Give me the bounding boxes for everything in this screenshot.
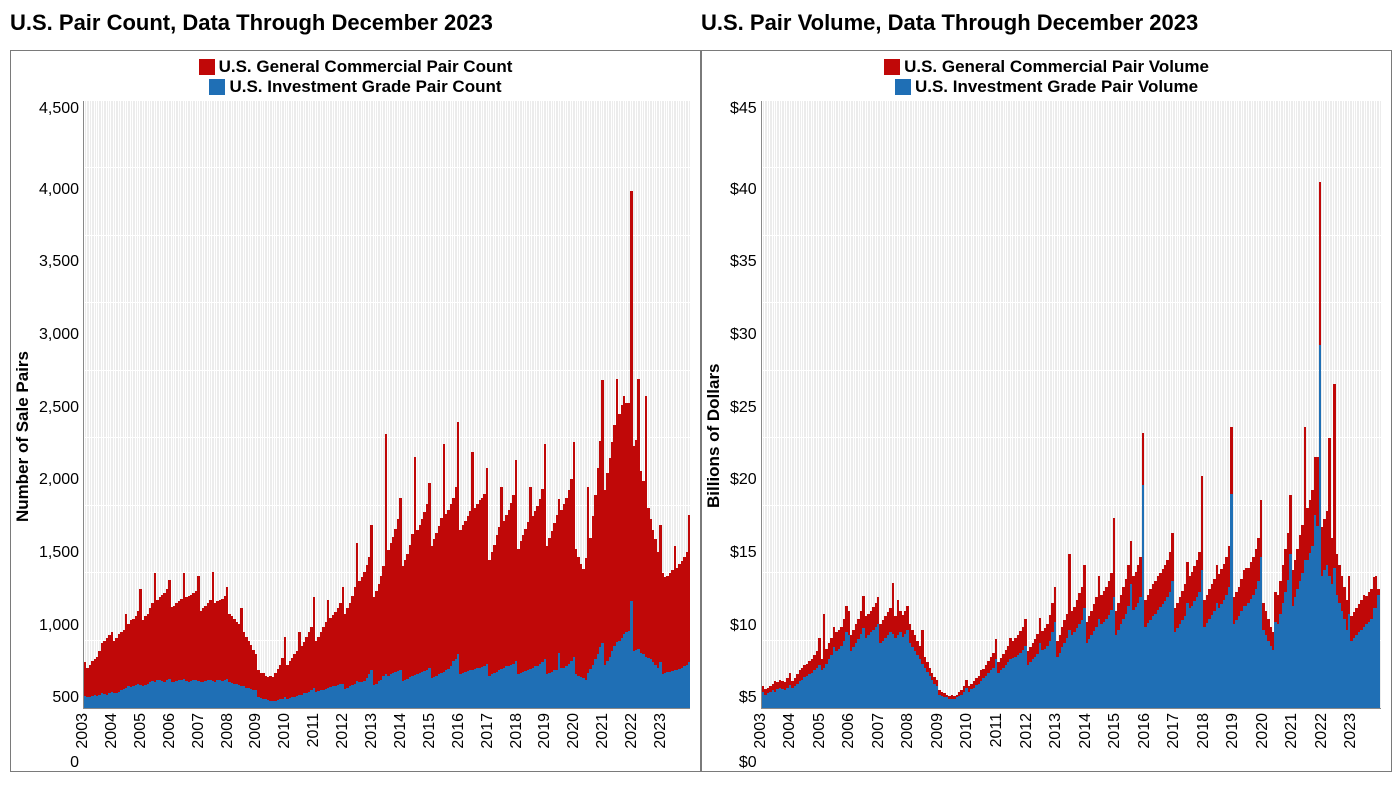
y-tick-label: $35: [730, 254, 757, 270]
x-tick-label: 2012: [334, 713, 352, 749]
y-tick-label: $15: [730, 545, 757, 561]
y-tick-label: 4,500: [39, 101, 79, 117]
y-tick-label: 2,500: [39, 400, 79, 416]
bar-segment-blue: [688, 662, 690, 708]
x-tick-label: 2017: [479, 713, 497, 749]
x-tick-label: 2023: [1342, 713, 1360, 749]
legend-label: U.S. Investment Grade Pair Volume: [915, 77, 1198, 97]
bar: [688, 101, 690, 708]
x-tick-label: 2010: [958, 713, 976, 749]
count-chart-title: U.S. Pair Count, Data Through December 2…: [10, 10, 699, 36]
x-tick-label: 2004: [103, 713, 121, 749]
legend-swatch: [895, 79, 911, 95]
x-tick-label: 2004: [781, 713, 799, 749]
volume-plot-area: [761, 101, 1381, 709]
x-tick-label: 2022: [623, 713, 641, 749]
x-tick-label: 2005: [811, 713, 829, 749]
y-tick-label: 3,500: [39, 254, 79, 270]
x-tick-label: 2022: [1313, 713, 1331, 749]
y-tick-label: 1,000: [39, 618, 79, 634]
y-tick-label: $0: [739, 755, 757, 771]
x-tick-label: 2021: [594, 713, 612, 749]
y-tick-label: $45: [730, 101, 757, 117]
y-tick-label: 4,000: [39, 182, 79, 198]
x-tick-label: 2018: [1195, 713, 1213, 749]
x-tick-label: 2013: [1047, 713, 1065, 749]
volume-y-axis-label: Billions of Dollars: [702, 101, 726, 771]
charts-row: U.S. Pair Count, Data Through December 2…: [10, 10, 1390, 772]
bar: [1377, 101, 1379, 708]
x-tick-label: 2012: [1018, 713, 1036, 749]
bar-segment-blue: [1377, 595, 1379, 708]
legend-label: U.S. General Commercial Pair Volume: [904, 57, 1209, 77]
count-plot-area: [83, 101, 690, 709]
x-tick-label: 2006: [840, 713, 858, 749]
bar-segment-red: [688, 515, 690, 662]
legend-swatch: [209, 79, 225, 95]
y-tick-label: 3,000: [39, 327, 79, 343]
y-tick-label: $30: [730, 327, 757, 343]
x-tick-label: 2019: [536, 713, 554, 749]
x-tick-label: 2014: [1077, 713, 1095, 749]
volume-y-ticks: $45 $40 $35 $30 $25 $20 $15 $10 $5 $0: [726, 101, 761, 771]
y-tick-label: $20: [730, 472, 757, 488]
x-tick-label: 2010: [276, 713, 294, 749]
volume-x-axis: 2003200420052006200720082009201020112012…: [761, 709, 1381, 771]
x-tick-label: 2011: [988, 713, 1006, 747]
count-x-axis: 2003200420052006200720082009201020112012…: [83, 709, 690, 771]
y-tick-label: 500: [52, 690, 79, 706]
volume-legend-item: U.S. Investment Grade Pair Volume: [895, 77, 1198, 97]
legend-swatch: [199, 59, 215, 75]
x-tick-label: 2007: [190, 713, 208, 749]
y-tick-label: 1,500: [39, 545, 79, 561]
x-tick-label: 2023: [652, 713, 670, 749]
y-tick-label: $40: [730, 182, 757, 198]
x-tick-label: 2015: [421, 713, 439, 749]
count-y-ticks: 4,500 4,000 3,500 3,000 2,500 2,000 1,500 1,000…: [35, 101, 83, 771]
count-legend-item: U.S. Investment Grade Pair Count: [209, 77, 501, 97]
legend-label: U.S. Investment Grade Pair Count: [229, 77, 501, 97]
x-tick-label: 2009: [929, 713, 947, 749]
volume-legend: U.S. General Commercial Pair VolumeU.S. …: [702, 51, 1391, 101]
volume-chart: U.S. General Commercial Pair VolumeU.S. …: [701, 50, 1392, 772]
x-tick-label: 2005: [132, 713, 150, 749]
x-tick-label: 2008: [219, 713, 237, 749]
y-tick-label: 2,000: [39, 472, 79, 488]
legend-label: U.S. General Commercial Pair Count: [219, 57, 513, 77]
x-tick-label: 2019: [1224, 713, 1242, 749]
x-tick-label: 2015: [1106, 713, 1124, 749]
y-tick-label: $5: [739, 690, 757, 706]
x-tick-label: 2016: [450, 713, 468, 749]
x-tick-label: 2003: [74, 713, 92, 749]
x-tick-label: 2020: [565, 713, 583, 749]
count-legend: U.S. General Commercial Pair CountU.S. I…: [11, 51, 700, 101]
x-tick-label: 2006: [161, 713, 179, 749]
x-tick-label: 2020: [1254, 713, 1272, 749]
volume-chart-title: U.S. Pair Volume, Data Through December …: [701, 10, 1390, 36]
x-tick-label: 2013: [363, 713, 381, 749]
legend-swatch: [884, 59, 900, 75]
x-tick-label: 2014: [392, 713, 410, 749]
count-y-axis-label: Number of Sale Pairs: [11, 101, 35, 771]
x-tick-label: 2011: [305, 713, 323, 747]
count-chart: U.S. General Commercial Pair CountU.S. I…: [10, 50, 701, 772]
y-tick-label: $10: [730, 618, 757, 634]
x-tick-label: 2021: [1283, 713, 1301, 749]
count-legend-item: U.S. General Commercial Pair Count: [199, 57, 513, 77]
volume-legend-item: U.S. General Commercial Pair Volume: [884, 57, 1209, 77]
x-tick-label: 2017: [1165, 713, 1183, 749]
x-tick-label: 2008: [899, 713, 917, 749]
y-tick-label: 0: [70, 755, 79, 771]
x-tick-label: 2009: [247, 713, 265, 749]
x-tick-label: 2003: [752, 713, 770, 749]
y-tick-label: $25: [730, 400, 757, 416]
x-tick-label: 2018: [508, 713, 526, 749]
x-tick-label: 2007: [870, 713, 888, 749]
x-tick-label: 2016: [1136, 713, 1154, 749]
